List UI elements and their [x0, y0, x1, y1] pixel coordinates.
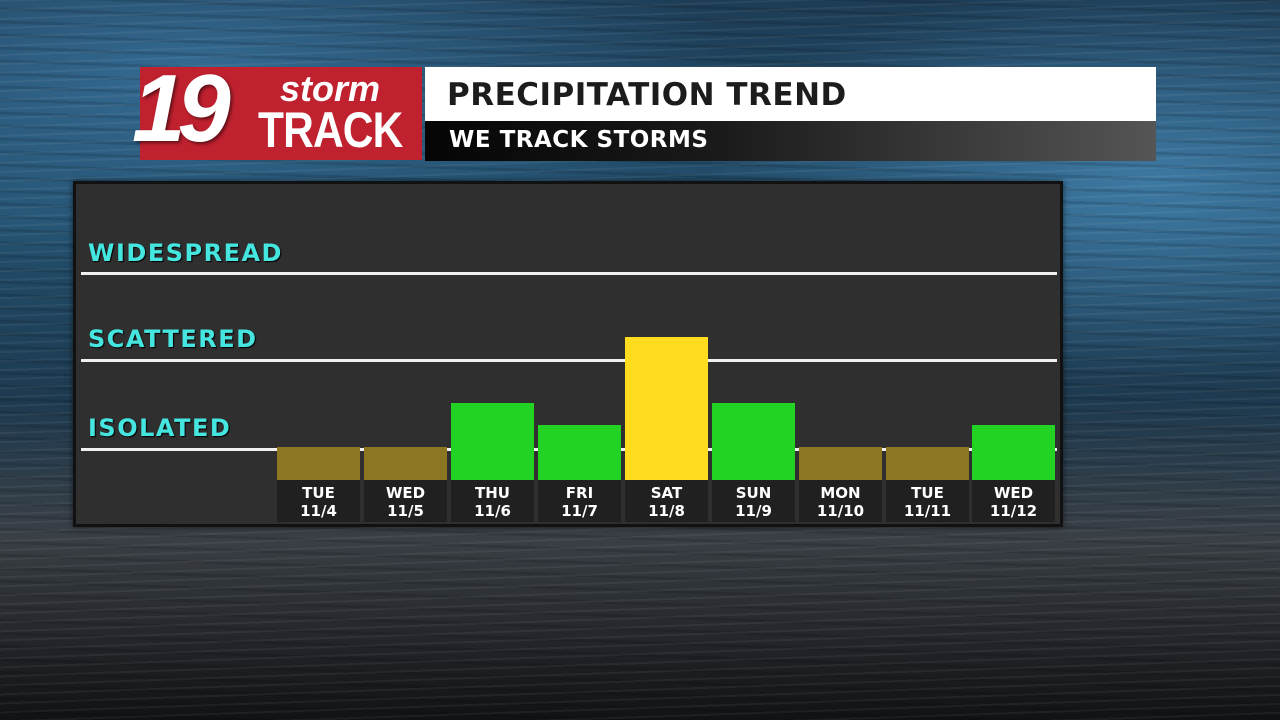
day-name: FRI [565, 484, 594, 502]
day-name: THU [475, 484, 510, 502]
day-label: TUE 11/11 [886, 480, 969, 522]
day-date: 11/4 [300, 502, 337, 520]
title-bar: PRECIPITATION TREND [425, 67, 1156, 121]
day-name: WED [993, 484, 1034, 502]
logo-storm-word: storm [280, 68, 381, 109]
logo-track-word: TRACK [258, 102, 403, 158]
bar-sat-11-8 [625, 337, 708, 480]
day-name: TUE [302, 484, 335, 502]
day-date: 11/12 [989, 502, 1038, 520]
day-label: SAT 11/8 [625, 480, 708, 522]
day-date: 11/9 [735, 502, 772, 520]
level-line-widespread [81, 272, 1057, 275]
page-title: PRECIPITATION TREND [447, 77, 847, 113]
day-date: 11/10 [816, 502, 865, 520]
day-name: SUN [735, 484, 772, 502]
subtitle-bar: WE TRACK STORMS [425, 121, 1156, 161]
day-date: 11/11 [903, 502, 952, 520]
level-label-isolated: ISOLATED [88, 414, 232, 442]
day-name: MON [820, 484, 861, 502]
bar-fri-11-7 [538, 425, 621, 480]
station-logo: 19 storm TRACK [132, 61, 422, 160]
level-line-scattered [81, 359, 1057, 362]
day-name: SAT [650, 484, 683, 502]
day-label: TUE 11/4 [277, 480, 360, 522]
bar-thu-11-6 [451, 403, 534, 480]
day-label: THU 11/6 [451, 480, 534, 522]
bar-wed-11-12 [972, 425, 1055, 480]
day-date: 11/5 [387, 502, 424, 520]
day-label: WED 11/12 [972, 480, 1055, 522]
day-label: WED 11/5 [364, 480, 447, 522]
bar-tue-11-4 [277, 447, 360, 480]
logo-number: 19 [132, 55, 231, 162]
chart-panel: WIDESPREAD SCATTERED ISOLATED TUE 11/4 WED 11/… [73, 181, 1063, 527]
day-date: 11/6 [474, 502, 511, 520]
level-label-widespread: WIDESPREAD [88, 239, 283, 267]
bar-mon-11-10 [799, 447, 882, 480]
bar-tue-11-11 [886, 447, 969, 480]
bar-wed-11-5 [364, 447, 447, 480]
page-subtitle: WE TRACK STORMS [449, 127, 709, 153]
day-name: WED [385, 484, 426, 502]
level-label-scattered: SCATTERED [88, 325, 258, 353]
day-label: MON 11/10 [799, 480, 882, 522]
day-label: SUN 11/9 [712, 480, 795, 522]
day-name: TUE [911, 484, 944, 502]
day-label: FRI 11/7 [538, 480, 621, 522]
bar-sun-11-9 [712, 403, 795, 480]
day-date: 11/7 [561, 502, 598, 520]
day-date: 11/8 [648, 502, 685, 520]
